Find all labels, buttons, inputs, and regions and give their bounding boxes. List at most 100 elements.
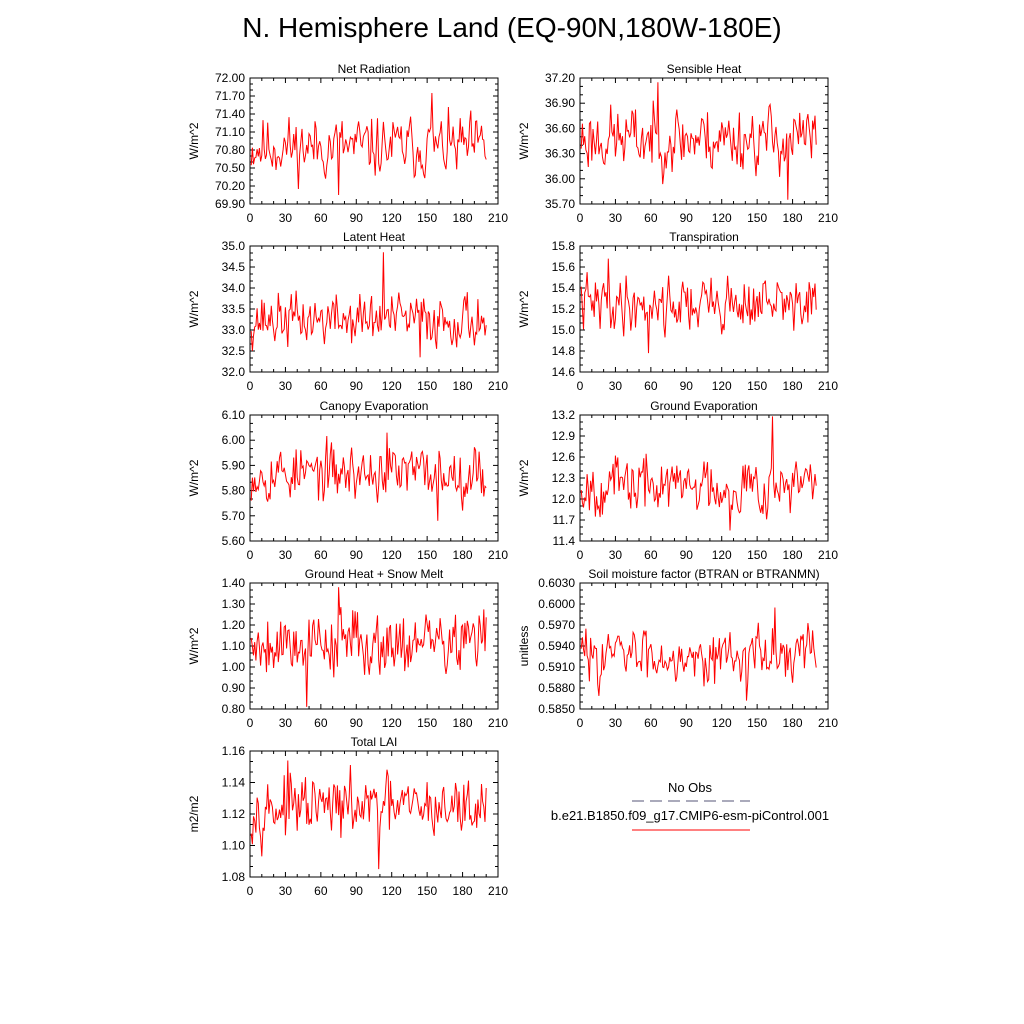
y-tick-label: 70.20: [215, 179, 245, 193]
x-tick-label: 90: [680, 716, 694, 730]
x-tick-label: 210: [488, 211, 508, 225]
y-tick-label: 14.6: [552, 365, 576, 379]
legend-title: No Obs: [668, 780, 713, 795]
x-tick-label: 60: [644, 379, 658, 393]
x-tick-label: 0: [577, 211, 584, 225]
x-tick-label: 60: [314, 548, 328, 562]
y-axis-label: W/m^2: [187, 122, 201, 159]
y-tick-label: 0.5970: [538, 618, 575, 632]
x-tick-label: 210: [818, 548, 838, 562]
x-tick-label: 120: [712, 548, 732, 562]
x-tick-label: 0: [577, 379, 584, 393]
y-axis-label: W/m^2: [517, 459, 531, 496]
x-tick-label: 180: [783, 379, 803, 393]
y-tick-label: 36.60: [545, 121, 575, 135]
y-tick-label: 0.6030: [538, 576, 575, 590]
x-tick-label: 0: [247, 379, 254, 393]
x-tick-label: 30: [279, 884, 293, 898]
x-tick-label: 0: [247, 716, 254, 730]
y-tick-label: 70.80: [215, 143, 245, 157]
plot-frame: [249, 245, 499, 373]
series-line: [580, 258, 817, 354]
x-tick-label: 180: [783, 211, 803, 225]
y-tick-label: 12.6: [552, 450, 576, 464]
plot-frame: [579, 414, 829, 542]
y-tick-label: 14.8: [552, 344, 576, 358]
y-tick-label: 0.90: [222, 681, 246, 695]
x-tick-label: 30: [609, 548, 623, 562]
x-tick-label: 90: [680, 548, 694, 562]
y-tick-label: 1.10: [222, 839, 246, 853]
x-tick-label: 120: [382, 211, 402, 225]
y-tick-label: 0.5880: [538, 681, 575, 695]
plot-frame: [579, 245, 829, 373]
y-tick-label: 1.08: [222, 870, 246, 884]
series-line: [250, 587, 487, 707]
x-tick-label: 120: [382, 884, 402, 898]
y-tick-label: 33.5: [222, 302, 246, 316]
y-tick-label: 35.70: [545, 197, 575, 211]
x-tick-label: 0: [577, 548, 584, 562]
x-tick-label: 180: [453, 379, 473, 393]
y-tick-label: 72.00: [215, 71, 245, 85]
y-tick-label: 5.80: [222, 484, 246, 498]
x-tick-label: 30: [279, 716, 293, 730]
y-tick-label: 1.12: [222, 807, 246, 821]
x-tick-label: 120: [382, 379, 402, 393]
x-tick-label: 210: [488, 548, 508, 562]
y-tick-label: 1.10: [222, 639, 246, 653]
x-tick-label: 120: [712, 379, 732, 393]
y-tick-label: 12.0: [552, 492, 576, 506]
panel-title: Sensible Heat: [667, 62, 742, 76]
x-tick-label: 30: [609, 716, 623, 730]
x-tick-label: 150: [417, 379, 437, 393]
x-tick-label: 150: [747, 379, 767, 393]
x-tick-label: 150: [417, 884, 437, 898]
y-tick-label: 11.7: [553, 513, 576, 527]
x-tick-label: 60: [314, 379, 328, 393]
y-tick-label: 36.90: [545, 96, 575, 110]
legend-model-label: b.e21.B1850.f09_g17.CMIP6-esm-piControl.…: [551, 808, 829, 823]
x-tick-label: 150: [747, 211, 767, 225]
x-tick-label: 0: [247, 884, 254, 898]
y-tick-label: 71.40: [215, 107, 245, 121]
x-tick-label: 60: [644, 548, 658, 562]
y-tick-label: 36.30: [545, 147, 575, 161]
x-tick-label: 210: [818, 211, 838, 225]
y-tick-label: 11.4: [553, 534, 576, 548]
x-tick-label: 90: [350, 211, 364, 225]
y-tick-label: 1.40: [222, 576, 246, 590]
x-tick-label: 150: [417, 211, 437, 225]
x-tick-label: 90: [350, 884, 364, 898]
x-tick-label: 0: [247, 548, 254, 562]
series-line: [580, 416, 817, 531]
y-tick-label: 71.70: [215, 89, 245, 103]
y-tick-label: 0.5940: [538, 639, 575, 653]
series-line: [250, 252, 487, 358]
x-tick-label: 60: [644, 716, 658, 730]
y-tick-label: 70.50: [215, 161, 245, 175]
y-tick-label: 5.90: [222, 458, 246, 472]
y-tick-label: 32.0: [222, 365, 246, 379]
x-tick-label: 60: [314, 211, 328, 225]
y-tick-label: 1.20: [222, 618, 246, 632]
x-tick-label: 120: [382, 548, 402, 562]
x-tick-label: 60: [314, 716, 328, 730]
panel-title: Canopy Evaporation: [320, 399, 429, 413]
x-tick-label: 60: [644, 211, 658, 225]
panel-title: Latent Heat: [343, 230, 406, 244]
x-tick-label: 90: [350, 548, 364, 562]
y-axis-label: W/m^2: [187, 290, 201, 327]
x-tick-label: 150: [417, 548, 437, 562]
x-tick-label: 180: [453, 211, 473, 225]
series-line: [250, 760, 487, 870]
x-tick-label: 180: [453, 884, 473, 898]
y-tick-label: 15.8: [552, 239, 576, 253]
x-tick-label: 90: [350, 716, 364, 730]
x-tick-label: 30: [279, 211, 293, 225]
panel-title: Ground Heat + Snow Melt: [305, 567, 444, 581]
page-title: N. Hemisphere Land (EQ-90N,180W-180E): [242, 12, 782, 43]
y-tick-label: 37.20: [545, 71, 575, 85]
y-tick-label: 32.5: [222, 344, 246, 358]
